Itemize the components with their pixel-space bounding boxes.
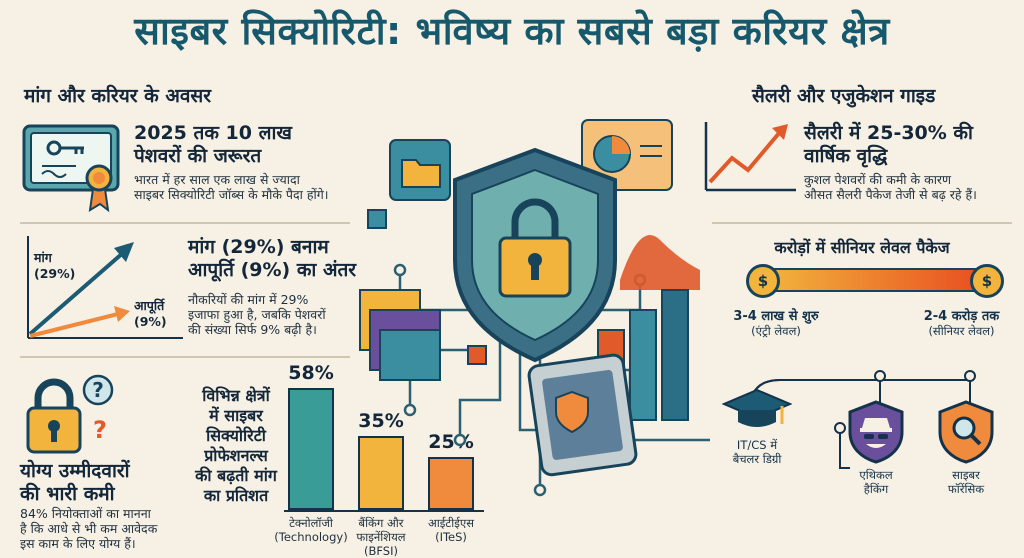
cyber-forensics-icon [938, 400, 994, 464]
bar-category-label: टेक्नोलॉजी (Technology) [274, 516, 348, 544]
certificate-icon [22, 124, 120, 213]
bar-value-label: 35% [358, 410, 404, 433]
package-heading: करोड़ों में सीनियर लेवल पैकेज [774, 238, 950, 257]
demand-supply-arrows-icon [27, 236, 183, 339]
salary-growth-chart-icon [704, 122, 796, 192]
bar-value-label: 58% [288, 362, 334, 384]
page-title: साइबर सिक्योरिटी: भविष्य का सबसे बड़ा कर… [134, 9, 890, 53]
bar [428, 457, 474, 510]
degree-label: IT/CS में बैचलर डिग्री [732, 438, 782, 466]
left-divider-1 [20, 222, 350, 224]
bar-chart-baseline [284, 510, 484, 512]
shortage-description: 84% नियोक्ताओं का मानना है कि आधे से भी … [20, 506, 158, 551]
package-start: 3-4 लाख से शुरु (एंट्री लेवल) [733, 309, 819, 338]
right-section-heading: सैलरी और एजुकेशन गाइड [752, 85, 936, 107]
salary-heading: सैलरी में 25-30% की वार्षिक वृद्धि [804, 122, 973, 167]
ethical-hacking-icon [848, 400, 904, 464]
shortage-heading: योग्य उम्मीदवारों की भारी कमी [20, 460, 130, 505]
bar-category-label: आईटीईएस (ITeS) [428, 516, 474, 544]
gap-description: नौकरियों की मांग में 29% इजाफा हुआ है, ज… [188, 292, 326, 337]
ethical-hacking-label: एथिकल हैकिंग [859, 468, 893, 496]
bar-category-label: बैंकिंग और फाइनेंशियल (BFSI) [356, 516, 406, 558]
supply-chart-label: आपूर्ति (9%) [134, 298, 167, 329]
bar [358, 436, 404, 510]
svg-text:?: ? [92, 378, 104, 402]
right-divider-1 [712, 222, 1012, 224]
salary-description: कुशल पेशवरों की कमी के कारण औसत सैलरी पै… [804, 172, 977, 202]
left-divider-2 [20, 356, 350, 358]
central-shield-illustration [359, 119, 710, 497]
gap-heading: मांग (29%) बनाम आपूर्ति (9%) का अंतर [188, 236, 357, 281]
sector-demand-bar-chart: 58% टेक्नोलॉजी (Technology) 35% बैंकिंग और फा… [274, 362, 494, 558]
lock-question-icon: ? ? [26, 374, 114, 454]
package-end: 2-4 करोड़ तक (सीनियर लेवल) [923, 309, 1000, 338]
demand-chart-label: मांग (29%) [34, 250, 76, 281]
graduation-cap-icon [722, 388, 792, 427]
growth-chart-heading: विभिन्न क्षेत्रों में साइबर सिक्योरिटी प… [195, 386, 277, 505]
bar [288, 388, 334, 510]
coin-start-icon: $ [746, 264, 780, 298]
svg-text:?: ? [93, 416, 107, 444]
left-section-heading: मांग और करियर के अवसर [24, 85, 212, 107]
salary-range-bar [764, 268, 998, 292]
demand-heading: 2025 तक 10 लाख पेशवरों की जरूरत [134, 122, 292, 167]
coin-end-icon: $ [970, 264, 1004, 298]
cyber-forensics-label: साइबर फॉरेंसिक [947, 468, 985, 496]
demand-description: भारत में हर साल एक लाख से ज्यादा साइबर स… [134, 172, 329, 202]
